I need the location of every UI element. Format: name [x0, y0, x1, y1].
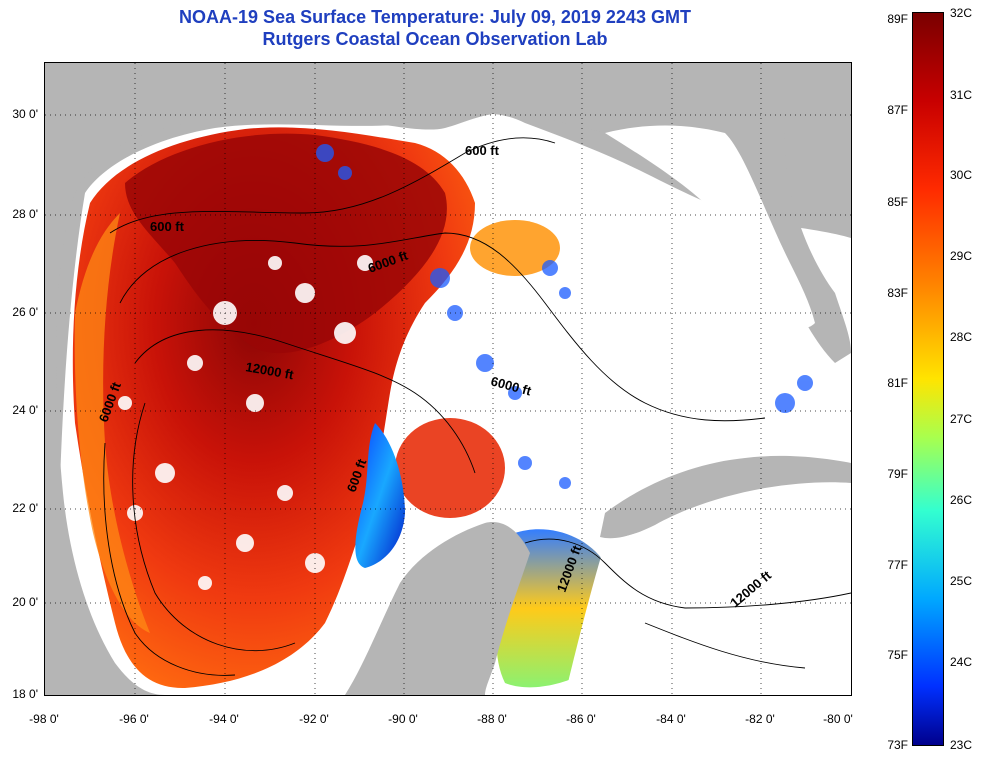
colorbar-c-26: 26C — [950, 493, 973, 507]
florida-cloud — [605, 125, 815, 329]
colorbar-c-32: 32C — [950, 6, 973, 20]
x-tick-80: -80 0' — [823, 712, 853, 726]
contour-label-600ft-west: 600 ft — [150, 219, 185, 234]
x-tick-92: -92 0' — [299, 712, 329, 726]
colorbar-c-29: 29C — [950, 249, 973, 263]
warm-eddy — [395, 418, 505, 518]
colorbar-f-83: 83F — [887, 286, 908, 300]
caribbean-cloud — [565, 493, 851, 695]
colorbar-c-25: 25C — [950, 574, 973, 588]
x-tick-86: -86 0' — [566, 712, 596, 726]
colorbar-f-77: 77F — [887, 558, 908, 572]
colorbar-c-30: 30C — [950, 168, 973, 182]
colorbar-f-73: 73F — [887, 738, 908, 752]
colorbar-f-79: 79F — [887, 467, 908, 481]
colorbar-c-27: 27C — [950, 412, 973, 426]
land-mexico-west — [45, 303, 165, 695]
x-tick-98: -98 0' — [29, 712, 59, 726]
contour-label-600ft-north: 600 ft — [465, 143, 500, 158]
colorbar-c-28: 28C — [950, 330, 973, 344]
graticule — [45, 63, 851, 695]
cold-upwelling — [355, 423, 405, 568]
x-tick-88: -88 0' — [477, 712, 507, 726]
y-tick-20: 20 0' — [12, 595, 38, 609]
y-tick-24: 24 0' — [12, 403, 38, 417]
warm-core-north — [125, 133, 447, 354]
cloud-edge-cool-pixels — [316, 144, 813, 630]
x-tick-84: -84 0' — [656, 712, 686, 726]
map-title: NOAA-19 Sea Surface Temperature: July 09… — [179, 7, 691, 27]
bathymetry-contours — [103, 137, 851, 676]
colorbar-f-75: 75F — [887, 648, 908, 662]
x-tick-96: -96 0' — [119, 712, 149, 726]
sst-map-graphic: 600 ft 600 ft 6000 ft 6000 ft 6000 ft 12… — [45, 63, 851, 695]
x-tick-82: -82 0' — [745, 712, 775, 726]
y-tick-26: 26 0' — [12, 305, 38, 319]
colorbar-f-81: 81F — [887, 376, 908, 390]
land-yucatan — [345, 522, 530, 695]
y-tick-30: 30 0' — [12, 107, 38, 121]
colorbar-c-23: 23C — [950, 738, 973, 752]
colorbar-c-24: 24C — [950, 655, 973, 669]
map-subtitle: Rutgers Coastal Ocean Observation Lab — [262, 29, 608, 49]
colorbar-f-85: 85F — [887, 195, 908, 209]
y-tick-22: 22 0' — [12, 501, 38, 515]
sst-map: 600 ft 600 ft 6000 ft 6000 ft 6000 ft 12… — [44, 62, 852, 696]
temperature-colorbar — [912, 12, 944, 746]
colorbar-f-87: 87F — [887, 103, 908, 117]
colorbar-c-31: 31C — [950, 88, 973, 102]
land-cuba — [600, 455, 851, 539]
x-tick-90: -90 0' — [388, 712, 418, 726]
x-tick-94: -94 0' — [209, 712, 239, 726]
y-tick-18: 18 0' — [12, 687, 38, 701]
orange-coastal-band — [74, 213, 150, 633]
y-tick-28: 28 0' — [12, 207, 38, 221]
colorbar-f-89: 89F — [887, 12, 908, 26]
